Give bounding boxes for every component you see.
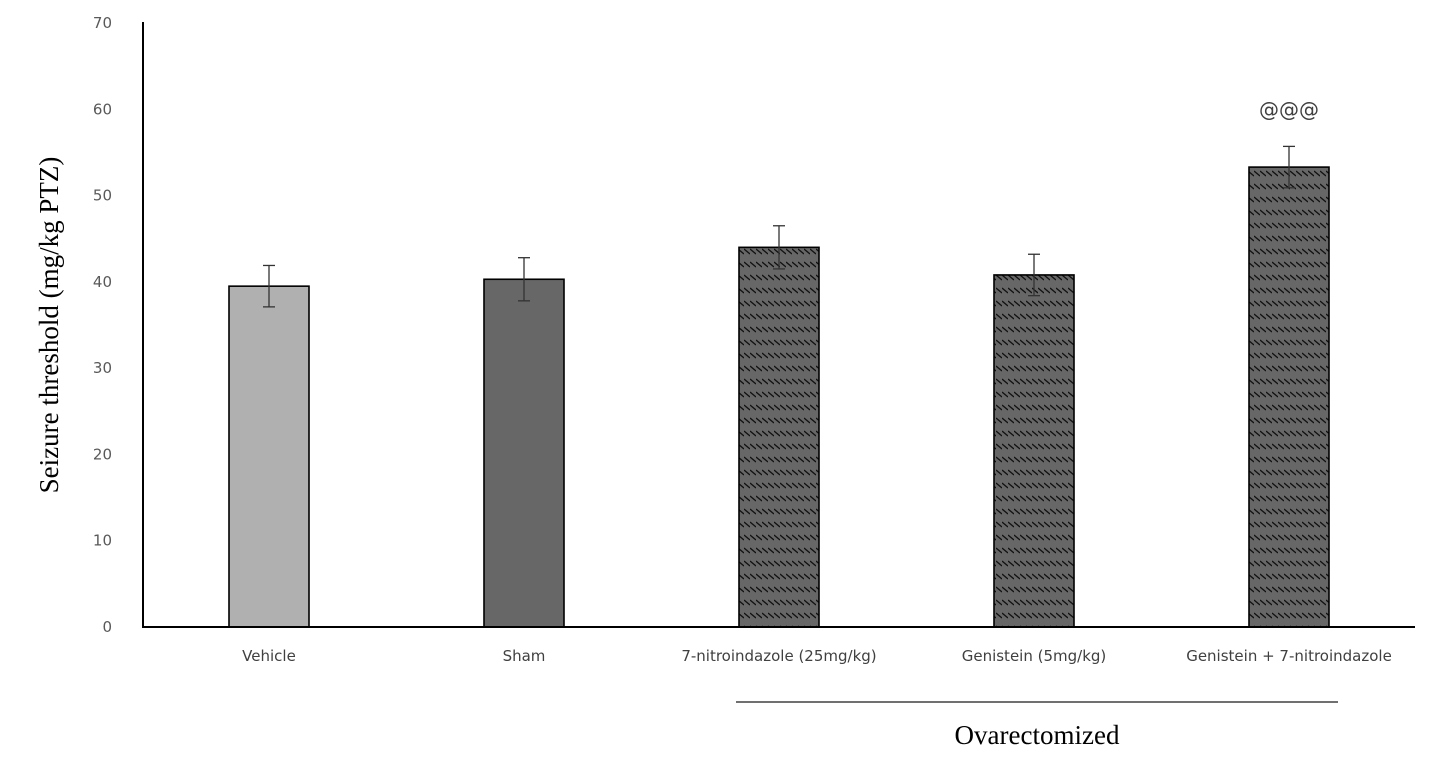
- category-label: Vehicle: [242, 647, 296, 665]
- bar: [483, 278, 565, 628]
- bar: [993, 274, 1075, 628]
- y-tick-label: 70: [93, 14, 112, 32]
- y-axis-label: Seizure threshold (mg/kg PTZ): [34, 157, 64, 494]
- y-tick-label: 10: [93, 532, 112, 550]
- y-tick-label: 20: [93, 445, 112, 463]
- y-tick-label: 0: [102, 618, 112, 636]
- y-tick-label: 40: [93, 273, 112, 291]
- y-tick-label: 60: [93, 100, 112, 118]
- bar: [228, 285, 310, 628]
- category-label: 7-nitroindazole (25mg/kg): [681, 647, 876, 665]
- bar: [738, 246, 820, 628]
- bar: [1248, 166, 1330, 628]
- category-label: Genistein + 7-nitroindazole: [1186, 647, 1392, 665]
- group-label: Ovarectomized: [955, 720, 1120, 750]
- y-tick-label: 50: [93, 187, 112, 205]
- category-label: Genistein (5mg/kg): [962, 647, 1107, 665]
- significance-annotation: @@@: [1259, 97, 1319, 121]
- category-label: Sham: [503, 647, 546, 665]
- y-tick-label: 30: [93, 359, 112, 377]
